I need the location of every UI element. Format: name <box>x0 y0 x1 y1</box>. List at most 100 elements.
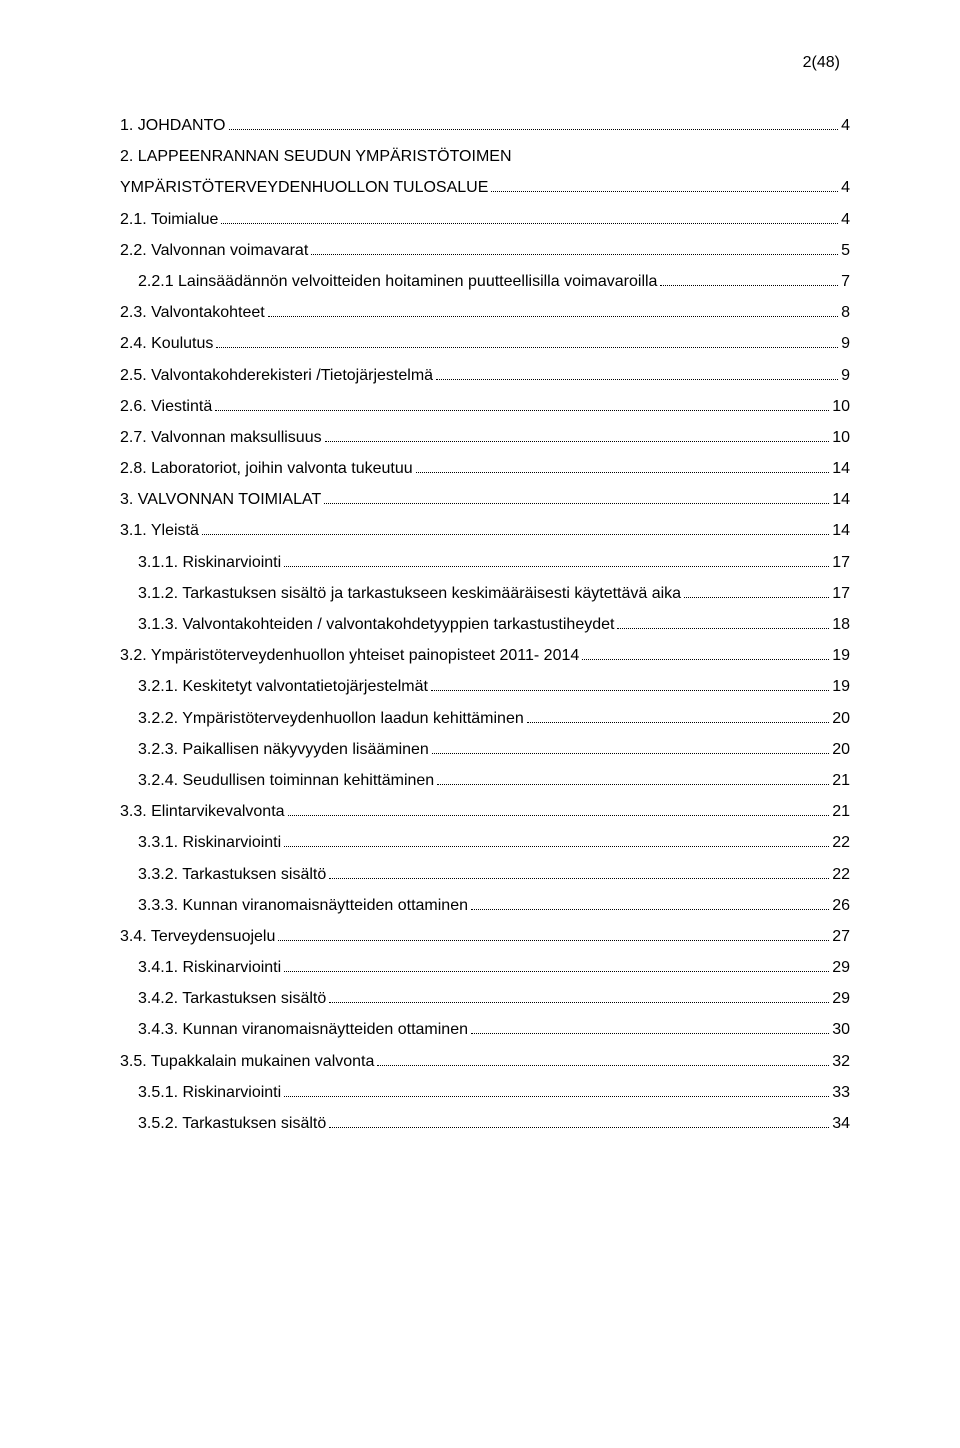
toc-entry: 3.3.3. Kunnan viranomaisnäytteiden ottam… <box>120 890 850 921</box>
toc-entry-page: 19 <box>832 640 850 671</box>
toc-entry-page: 27 <box>832 921 850 952</box>
toc-dot-leader <box>329 865 829 879</box>
toc-dot-leader <box>660 272 838 286</box>
toc-entry-page: 5 <box>841 235 850 266</box>
toc-entry-label: 3.1.1. Riskinarviointi <box>138 547 281 578</box>
toc-entry-label: 2.3. Valvontakohteet <box>120 297 265 328</box>
toc-entry: 3.1.1. Riskinarviointi 17 <box>120 547 850 578</box>
toc-entry-page: 17 <box>832 578 850 609</box>
toc-entry: YMPÄRISTÖTERVEYDENHUOLLON TULOSALUE4 <box>120 172 850 203</box>
toc-entry: 3.1. Yleistä14 <box>120 515 850 546</box>
toc-entry: 3. VALVONNAN TOIMIALAT 14 <box>120 484 850 515</box>
toc-entry-label: 3.5.1. Riskinarviointi <box>138 1077 281 1108</box>
toc-entry-label: 3.2.1. Keskitetyt valvontatietojärjestel… <box>138 671 428 702</box>
toc-entry-label: 3.2.3. Paikallisen näkyvyyden lisääminen <box>138 734 429 765</box>
toc-entry-label: 2.8. Laboratoriot, joihin valvonta tukeu… <box>120 453 413 484</box>
toc-entry-page: 21 <box>832 796 850 827</box>
toc-dot-leader <box>284 1083 829 1097</box>
toc-entry-page: 8 <box>841 297 850 328</box>
toc-dot-leader <box>432 740 829 754</box>
toc-entry: 1. JOHDANTO4 <box>120 110 850 141</box>
toc-entry: 2.8. Laboratoriot, joihin valvonta tukeu… <box>120 453 850 484</box>
toc-entry-page: 29 <box>832 952 850 983</box>
toc-entry-label: 3.5. Tupakkalain mukainen valvonta <box>120 1046 374 1077</box>
toc-entry: 3.3. Elintarvikevalvonta 21 <box>120 796 850 827</box>
toc-entry-page: 33 <box>832 1077 850 1108</box>
toc-entry-label: 2.7. Valvonnan maksullisuus <box>120 422 322 453</box>
toc-dot-leader <box>684 584 829 598</box>
toc-entry-page: 30 <box>832 1014 850 1045</box>
toc-entry-page: 10 <box>832 391 850 422</box>
toc-entry-label: 3.2.4. Seudullisen toiminnan kehittämine… <box>138 765 434 796</box>
toc-dot-leader <box>527 709 829 723</box>
table-of-contents: 1. JOHDANTO42. LAPPEENRANNAN SEUDUN YMPÄ… <box>120 110 850 1139</box>
toc-entry: 3.2.1. Keskitetyt valvontatietojärjestel… <box>120 671 850 702</box>
toc-dot-leader <box>491 179 838 193</box>
toc-entry-page: 29 <box>832 983 850 1014</box>
toc-entry: 3.2.4. Seudullisen toiminnan kehittämine… <box>120 765 850 796</box>
toc-entry: 3.2.2. Ympäristöterveydenhuollon laadun … <box>120 703 850 734</box>
toc-entry-label: 2.6. Viestintä <box>120 391 212 422</box>
toc-entry-page: 34 <box>832 1108 850 1139</box>
toc-entry: 2.5. Valvontakohderekisteri /Tietojärjes… <box>120 360 850 391</box>
toc-dot-leader <box>216 335 838 349</box>
toc-entry-page: 22 <box>832 827 850 858</box>
toc-entry: 2.1. Toimialue4 <box>120 204 850 235</box>
toc-entry: 3.3.1. Riskinarviointi 22 <box>120 827 850 858</box>
toc-entry-label: YMPÄRISTÖTERVEYDENHUOLLON TULOSALUE <box>120 172 488 203</box>
toc-entry-label: 3.3.2. Tarkastuksen sisältö <box>138 859 326 890</box>
toc-entry: 2.6. Viestintä 10 <box>120 391 850 422</box>
toc-entry-page: 9 <box>841 360 850 391</box>
toc-entry-label: 2.4. Koulutus <box>120 328 213 359</box>
toc-entry-label: 2.5. Valvontakohderekisteri /Tietojärjes… <box>120 360 433 391</box>
toc-entry-page: 26 <box>832 890 850 921</box>
toc-dot-leader <box>431 678 829 692</box>
toc-entry-label: 3.4.3. Kunnan viranomaisnäytteiden ottam… <box>138 1014 468 1045</box>
toc-entry-page: 17 <box>832 547 850 578</box>
toc-entry-label: 3. VALVONNAN TOIMIALAT <box>120 484 321 515</box>
toc-entry: 3.4.1. Riskinarviointi29 <box>120 952 850 983</box>
toc-entry: 2. LAPPEENRANNAN SEUDUN YMPÄRISTÖTOIMEN <box>120 141 850 172</box>
toc-entry-label: 2.2.1 Lainsäädännön velvoitteiden hoitam… <box>138 266 657 297</box>
toc-dot-leader <box>617 615 829 629</box>
toc-dot-leader <box>221 210 838 224</box>
toc-dot-leader <box>202 522 829 536</box>
toc-entry: 3.4.3. Kunnan viranomaisnäytteiden ottam… <box>120 1014 850 1045</box>
toc-dot-leader <box>325 428 830 442</box>
toc-entry-page: 18 <box>832 609 850 640</box>
toc-entry: 2.3. Valvontakohteet 8 <box>120 297 850 328</box>
toc-entry-label: 3.1.2. Tarkastuksen sisältö ja tarkastuk… <box>138 578 681 609</box>
toc-entry: 3.5.2. Tarkastuksen sisältö 34 <box>120 1108 850 1139</box>
toc-entry-label: 3.1.3. Valvontakohteiden / valvontakohde… <box>138 609 614 640</box>
toc-dot-leader <box>471 896 829 910</box>
toc-entry: 3.5.1. Riskinarviointi 33 <box>120 1077 850 1108</box>
toc-entry: 3.4. Terveydensuojelu27 <box>120 921 850 952</box>
toc-entry: 2.2.1 Lainsäädännön velvoitteiden hoitam… <box>120 266 850 297</box>
toc-entry-page: 20 <box>832 734 850 765</box>
toc-entry-page: 32 <box>832 1046 850 1077</box>
toc-entry: 3.5. Tupakkalain mukainen valvonta 32 <box>120 1046 850 1077</box>
toc-entry-label: 2. LAPPEENRANNAN SEUDUN YMPÄRISTÖTOIMEN <box>120 141 512 172</box>
toc-entry-page: 19 <box>832 671 850 702</box>
toc-dot-leader <box>284 553 829 567</box>
toc-entry-page: 14 <box>832 515 850 546</box>
toc-dot-leader <box>471 1021 829 1035</box>
toc-entry-label: 3.5.2. Tarkastuksen sisältö <box>138 1108 326 1139</box>
toc-entry-label: 3.3. Elintarvikevalvonta <box>120 796 285 827</box>
toc-entry-page: 14 <box>832 453 850 484</box>
toc-entry-page: 21 <box>832 765 850 796</box>
toc-dot-leader <box>324 491 829 505</box>
toc-dot-leader <box>284 834 829 848</box>
toc-entry: 3.4.2. Tarkastuksen sisältö29 <box>120 983 850 1014</box>
toc-entry-page: 4 <box>841 204 850 235</box>
toc-entry: 3.3.2. Tarkastuksen sisältö22 <box>120 859 850 890</box>
toc-dot-leader <box>377 1052 829 1066</box>
toc-entry: 3.2. Ympäristöterveydenhuollon yhteiset … <box>120 640 850 671</box>
toc-dot-leader <box>416 459 830 473</box>
toc-entry: 2.2. Valvonnan voimavarat5 <box>120 235 850 266</box>
toc-entry-page: 14 <box>832 484 850 515</box>
toc-entry-label: 3.3.1. Riskinarviointi <box>138 827 281 858</box>
toc-dot-leader <box>229 116 839 130</box>
toc-dot-leader <box>582 647 829 661</box>
toc-dot-leader <box>284 958 829 972</box>
